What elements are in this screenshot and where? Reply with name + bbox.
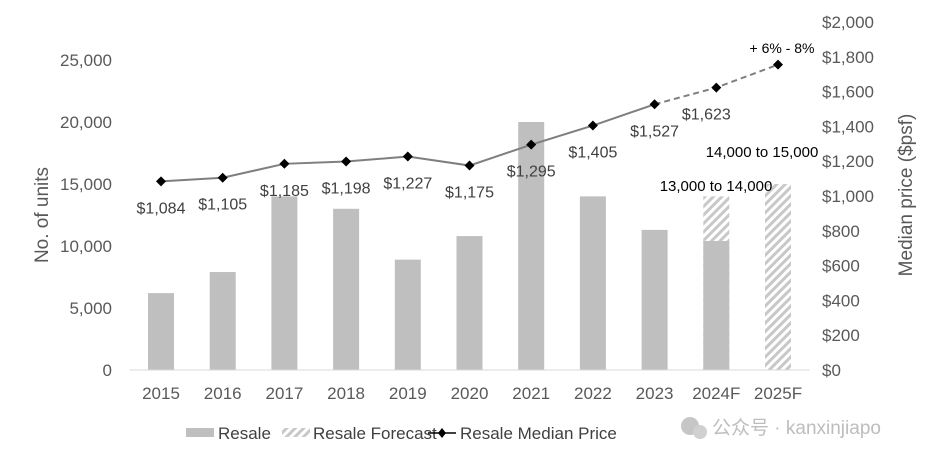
median-price-label: $1,227 [383,176,432,193]
y-tick-label-right: $1,200 [822,152,874,171]
median-price-label: $1,527 [630,123,679,140]
x-tick-label: 2016 [204,384,242,403]
median-price-label: $1,198 [322,181,371,198]
x-tick-label: 2017 [265,384,303,403]
x-tick-label: 2024F [692,384,740,403]
x-tick-label: 2015 [142,384,180,403]
resale-bar [456,236,483,370]
legend-label-median-price: Resale Median Price [460,424,617,443]
resale-bar [333,208,360,370]
x-tick-label: 2021 [512,384,550,403]
y-tick-label: 10,000 [60,237,112,256]
resale-bar [148,293,174,370]
median-price-label: $1,084 [137,200,186,217]
resale-bar [394,259,421,370]
median-price-point [341,156,352,167]
x-tick-label: 2020 [451,384,489,403]
legend-swatch-resale [186,428,214,437]
y-tick-label-right: $600 [822,257,860,276]
watermark-text: 公众号 · kanxinjiapo [712,417,881,439]
y-tick-label-right: $1,400 [822,117,874,136]
legend-marker-icon [438,428,446,438]
legend-swatch-forecast [282,428,310,437]
x-tick-label: 2023 [636,384,674,403]
y-tick-label: 0 [103,361,112,380]
median-price-point [649,99,660,110]
median-price-point [464,160,475,171]
median-price-point [402,151,413,162]
resale-bar [703,241,730,370]
median-price-label: $1,175 [445,185,494,202]
y-tick-label-right: $200 [822,326,860,345]
x-tick-label: 2022 [574,384,612,403]
x-tick-label: 2025F [754,384,802,403]
median-price-point [279,158,290,169]
x-tick-label: 2018 [327,384,365,403]
resale-bar [271,196,298,370]
y-tick-label-right: $1,800 [822,48,874,67]
resale-bar [641,229,668,370]
y-tick-label: 15,000 [60,175,112,194]
median-price-line [160,103,655,183]
resale-bar [579,196,606,370]
median-price-label: $1,405 [568,145,617,162]
y-tick-label-right: $1,600 [822,83,874,102]
legend-label-forecast: Resale Forecast [313,424,437,443]
y-tick-label-right: $800 [822,222,860,241]
y-tick-label-right: $2,000 [822,13,874,32]
annotation-2024f: 13,000 to 14,000 [660,178,773,195]
median-price-label: $1,105 [198,197,247,214]
annotation-2025f: 14,000 to 15,000 [706,144,819,161]
annotation-growth: + 6% - 8% [750,40,815,56]
median-price-label: $1,295 [507,164,556,181]
x-tick-label: 2019 [389,384,427,403]
y-tick-label-right: $0 [822,361,841,380]
y-tick-label: 25,000 [60,51,112,70]
median-price-point [587,120,598,131]
median-price-point [217,172,228,183]
median-price-point [156,176,166,187]
watermark: 公众号 · kanxinjiapo [681,417,881,439]
y-tick-label: 20,000 [60,113,112,132]
resale-bar [518,122,545,370]
median-price-label: $1,185 [260,183,309,200]
y-tick-label-right: $400 [822,291,860,310]
median-price-point [773,59,783,70]
y-tick-label: 5,000 [69,299,112,318]
median-price-point [526,139,537,150]
y-axis-label-right: Median price ($psf) [896,114,917,277]
legend-label-resale: Resale [218,424,271,443]
legend: Resale Resale Forecast Resale Median Pri… [186,424,617,443]
y-tick-label-right: $1,000 [822,187,874,206]
resale-bar [209,272,236,370]
forecast-bar [765,184,791,370]
median-price-point [711,82,722,93]
y-axis-label: No. of units [32,167,53,263]
median-price-label: $1,623 [682,107,731,124]
